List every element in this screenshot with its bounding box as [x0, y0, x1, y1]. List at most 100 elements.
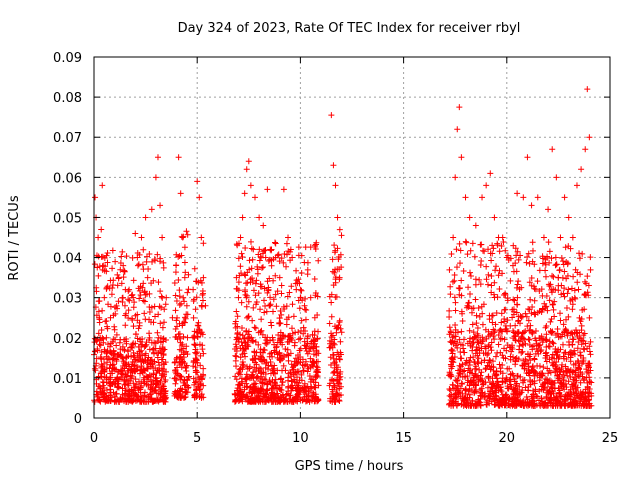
data-point — [259, 358, 266, 365]
data-point — [470, 339, 477, 346]
data-point — [542, 376, 549, 383]
data-point — [581, 377, 588, 384]
data-point — [173, 323, 180, 330]
data-point — [280, 362, 287, 369]
data-point — [198, 303, 205, 310]
data-point — [182, 315, 189, 322]
data-point — [238, 299, 245, 306]
data-point — [95, 272, 102, 279]
data-point — [258, 264, 265, 271]
data-point — [109, 281, 116, 288]
data-point — [272, 272, 279, 279]
data-point — [104, 259, 111, 266]
data-point — [190, 357, 197, 364]
data-point — [508, 348, 515, 355]
data-point — [260, 369, 267, 376]
data-point — [114, 375, 121, 382]
data-point — [179, 386, 186, 393]
data-point — [280, 259, 287, 266]
data-point — [107, 392, 114, 399]
data-point — [173, 317, 180, 324]
data-point — [256, 388, 263, 395]
data-point — [232, 397, 239, 404]
data-point — [297, 359, 304, 366]
data-point — [284, 346, 291, 353]
data-point — [151, 303, 158, 310]
data-point — [509, 328, 516, 335]
data-point — [182, 389, 189, 396]
data-point — [272, 240, 279, 247]
data-point — [146, 316, 153, 323]
data-point — [337, 349, 344, 356]
data-point — [462, 360, 469, 367]
data-point — [148, 280, 155, 287]
data-point — [122, 312, 129, 319]
data-point — [117, 346, 124, 353]
data-point — [326, 293, 333, 300]
data-point — [310, 343, 317, 350]
data-point — [334, 364, 341, 371]
data-point — [193, 294, 200, 301]
data-point — [304, 333, 311, 340]
data-point — [172, 269, 179, 276]
data-point — [128, 344, 135, 351]
x-tick-label: 20 — [499, 431, 516, 446]
data-point — [130, 340, 137, 347]
data-point — [277, 375, 284, 382]
data-point — [242, 272, 249, 279]
data-point — [247, 398, 254, 405]
data-point — [100, 335, 107, 342]
data-point — [284, 293, 291, 300]
data-point — [270, 337, 277, 344]
data-point — [570, 336, 577, 343]
data-point — [138, 398, 145, 405]
data-point — [104, 323, 111, 330]
data-point — [278, 387, 285, 394]
data-point — [333, 293, 340, 300]
data-point — [91, 365, 98, 372]
data-point — [251, 348, 258, 355]
data-point — [338, 329, 345, 336]
data-point — [156, 362, 163, 369]
data-point — [483, 401, 490, 408]
data-point — [176, 362, 183, 369]
data-point — [266, 302, 273, 309]
data-point — [244, 383, 251, 390]
data-point — [132, 376, 139, 383]
data-point — [155, 311, 162, 318]
data-point — [130, 304, 137, 311]
data-point — [466, 327, 473, 334]
data-point — [278, 311, 285, 318]
data-point — [113, 331, 120, 338]
data-point — [195, 374, 202, 381]
data-point — [490, 363, 497, 370]
data-point — [329, 268, 336, 275]
data-point — [152, 257, 158, 264]
data-point — [235, 279, 242, 286]
data-point — [306, 344, 313, 351]
data-point — [191, 341, 198, 348]
data-point — [329, 376, 336, 383]
data-point — [136, 295, 143, 302]
data-point — [267, 370, 274, 377]
data-point — [263, 359, 270, 366]
data-point — [298, 287, 305, 294]
data-point — [132, 312, 139, 319]
data-point — [580, 345, 587, 352]
data-point — [477, 392, 484, 399]
data-point — [123, 372, 130, 379]
data-point — [242, 287, 249, 294]
data-point — [334, 245, 341, 252]
data-point — [181, 377, 188, 384]
data-point — [301, 259, 308, 266]
data-point — [114, 271, 121, 278]
data-point — [279, 341, 286, 348]
data-point — [128, 315, 135, 322]
data-point — [232, 352, 239, 359]
data-point — [540, 364, 547, 371]
data-point — [143, 365, 150, 372]
data-point — [267, 319, 274, 326]
data-point — [113, 366, 120, 373]
data-point — [536, 377, 543, 384]
data-point — [451, 391, 458, 398]
